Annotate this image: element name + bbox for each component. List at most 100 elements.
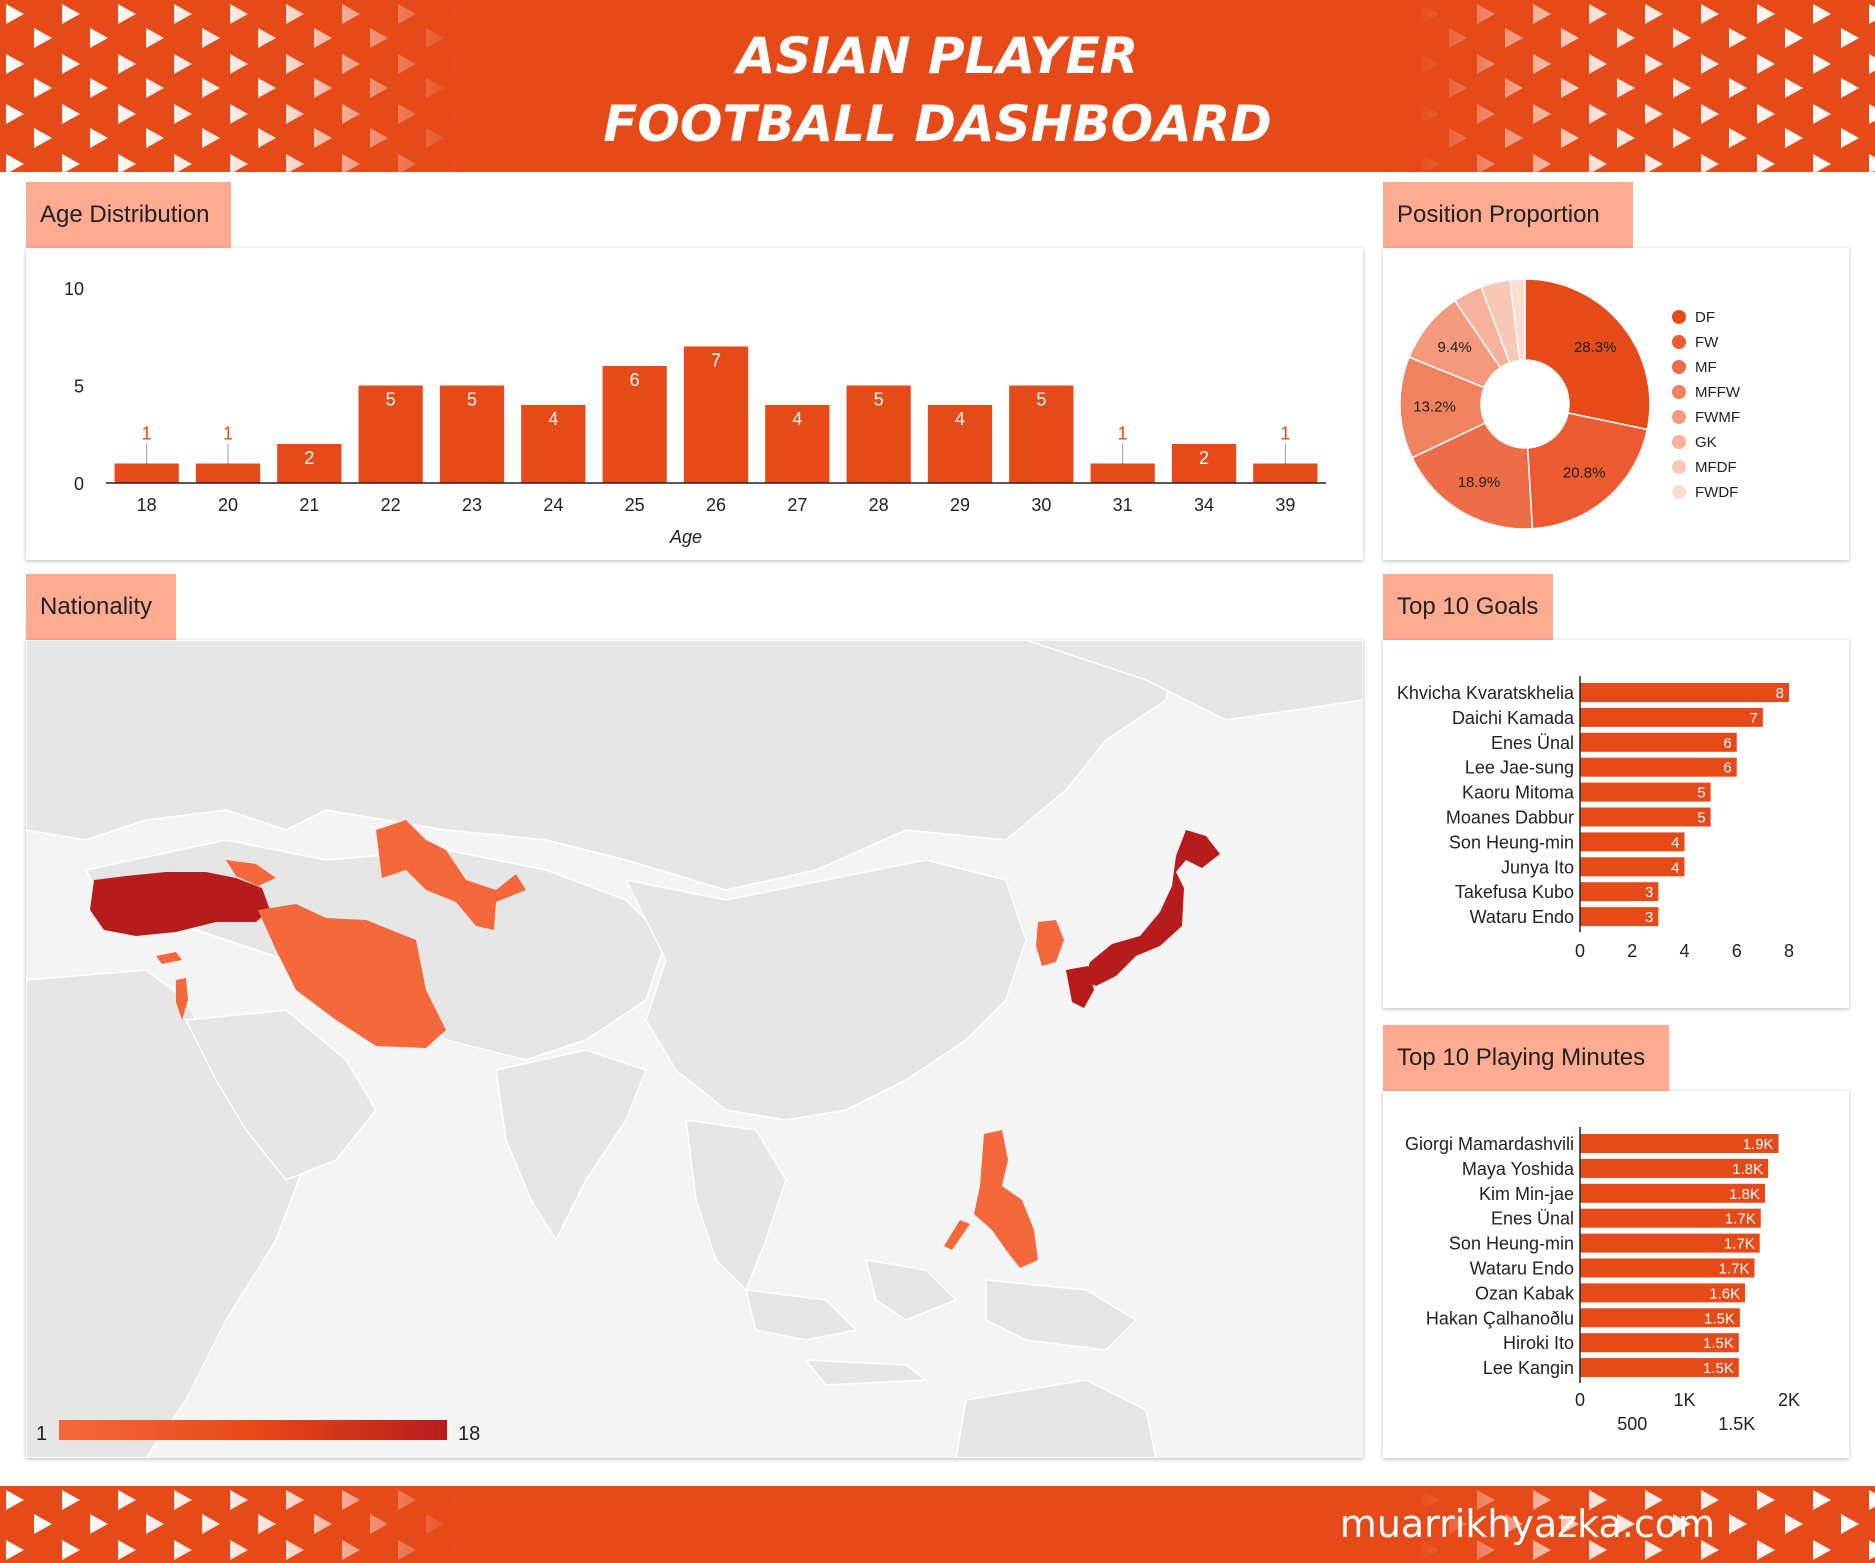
age-bar [846,385,911,483]
age-x-tick-label: 23 [462,495,482,515]
nationality-section-title: Nationality [26,574,176,640]
goals-bar [1580,732,1737,752]
map-country-south-korea[interactable] [1036,920,1064,966]
age-x-tick-label: 27 [787,495,807,515]
minutes-x-tick-label: 1.5K [1718,1414,1755,1434]
age-bar [927,405,993,483]
position-legend-swatch [1672,310,1686,324]
age-bar-value-label: 6 [630,370,640,390]
nationality-map[interactable]: 1 18 [26,640,1363,1458]
age-bar-value-label: 4 [792,409,802,429]
minutes-category-label: Hiroki Ito [1503,1333,1574,1353]
title-line-2: FOOTBALL DASHBOARD [603,95,1272,153]
map-country-uzbekistan[interactable] [376,820,526,930]
minutes-category-label: Enes Ünal [1491,1209,1574,1229]
position-legend-swatch [1672,410,1686,424]
age-x-axis-title: Age [669,527,702,547]
age-bar-value-label: 7 [711,351,721,371]
dashboard-footer: muarrikhyazka.com [0,1486,1875,1563]
goals-category-label: Kaoru Mitoma [1462,783,1575,803]
age-section-title: Age Distribution [26,182,231,248]
age-x-tick-label: 18 [137,495,157,515]
goals-bar-chart: 8 Khvicha Kvaratskhelia 7 Daichi Kamada 6 Ene… [1397,676,1794,961]
age-y-tick-label: 5 [74,377,84,397]
position-legend-swatch [1672,460,1686,474]
minutes-bar-value-label: 1.9K [1743,1136,1774,1153]
goals-x-tick-label: 2 [1627,941,1637,961]
footer-website-link[interactable]: muarrikhyazka.com [1339,1502,1715,1546]
goals-x-tick-label: 8 [1784,941,1794,961]
age-bar [521,405,586,483]
minutes-bar-value-label: 1.7K [1724,1236,1755,1253]
minutes-x-tick-label: 0 [1575,1390,1585,1410]
goals-category-label: Daichi Kamada [1452,708,1575,728]
map-country-israel[interactable] [176,978,188,1020]
age-chart-card: 0 5 10 1 18 1 20 2 21 5 22 5 23 4 24 6 25 7 26 4 27 5 28 4 29 5 30… [26,248,1363,560]
goals-category-label: Wataru Endo [1470,907,1574,927]
position-donut-chart: 28.3%20.8%18.9%13.2%9.4%DFFWMFMFFWFWMFGK… [1399,278,1741,530]
position-legend-swatch [1672,335,1686,349]
goals-bar-value-label: 4 [1671,834,1679,851]
minutes-bar-value-label: 1.5K [1703,1360,1734,1377]
minutes-bar-value-label: 1.8K [1729,1186,1760,1203]
age-bar-value-label: 1 [1118,424,1128,444]
minutes-chart-card: 1.9K Giorgi Mamardashvili 1.8K Maya Yoshida… [1383,1091,1849,1458]
header-pattern-left [0,0,460,172]
map-country-cyprus[interactable] [156,952,182,964]
map-country-philippines-palawan[interactable] [944,1220,970,1250]
footer-pattern-left [0,1486,460,1563]
map-legend-gradient [59,1420,447,1440]
map-country-georgia[interactable] [226,860,276,886]
goals-category-label: Takefusa Kubo [1455,882,1574,902]
age-bar-value-label: 5 [467,390,477,410]
position-slice-label: 9.4% [1437,339,1471,356]
age-bar-chart: 0510118120221522523424625726427528429530… [64,279,1326,547]
position-slice [1526,412,1649,530]
goals-bar [1580,707,1763,727]
age-bar-value-label: 5 [1036,390,1046,410]
age-bar-value-label: 1 [223,424,233,444]
goals-bar-value-label: 3 [1645,884,1653,901]
position-legend-label: FWDF [1695,484,1738,501]
minutes-x-tick-label: 500 [1617,1414,1647,1434]
goals-category-label: Khvicha Kvaratskhelia [1397,683,1575,703]
position-slice-label: 13.2% [1413,399,1456,416]
age-x-tick-label: 31 [1113,495,1133,515]
position-legend-label: MF [1695,359,1717,376]
map-country-turkey[interactable] [90,872,270,936]
minutes-bar [1580,1233,1760,1253]
minutes-bar-value-label: 1.5K [1704,1310,1735,1327]
minutes-bar [1580,1158,1769,1178]
minutes-bar [1580,1258,1755,1278]
age-bar [1009,385,1074,483]
goals-bar-value-label: 8 [1776,685,1784,702]
map-country-philippines[interactable] [974,1130,1038,1268]
minutes-bar-value-label: 1.6K [1709,1285,1740,1302]
position-legend-swatch [1672,435,1686,449]
age-x-tick-label: 29 [950,495,970,515]
dashboard-header: ASIAN PLAYER FOOTBALL DASHBOARD [0,0,1875,172]
position-legend-label: GK [1695,434,1717,451]
position-slice [1411,421,1534,530]
goals-category-label: Moanes Dabbur [1446,808,1574,828]
position-legend-swatch [1672,485,1686,499]
goals-x-tick-label: 4 [1679,941,1689,961]
age-bar [602,366,667,483]
map-country-iran[interactable] [258,904,446,1048]
minutes-bar [1580,1134,1779,1153]
map-country-japan[interactable] [1084,830,1220,986]
age-x-tick-label: 20 [218,495,238,515]
footer-pattern-right [1415,1486,1875,1563]
goals-bar [1580,857,1685,877]
age-bar-value-label: 2 [1199,448,1209,468]
minutes-bar [1580,1183,1765,1203]
minutes-bar-value-label: 1.5K [1703,1335,1734,1352]
age-x-tick-label: 22 [381,495,401,515]
position-slice [1399,356,1487,459]
age-bar [358,385,423,483]
map-country-japan-south[interactable] [1066,966,1094,1008]
minutes-bar [1580,1208,1761,1228]
position-legend-label: DF [1695,309,1715,326]
title-line-1: ASIAN PLAYER [736,27,1139,85]
goals-x-tick-label: 6 [1732,941,1742,961]
